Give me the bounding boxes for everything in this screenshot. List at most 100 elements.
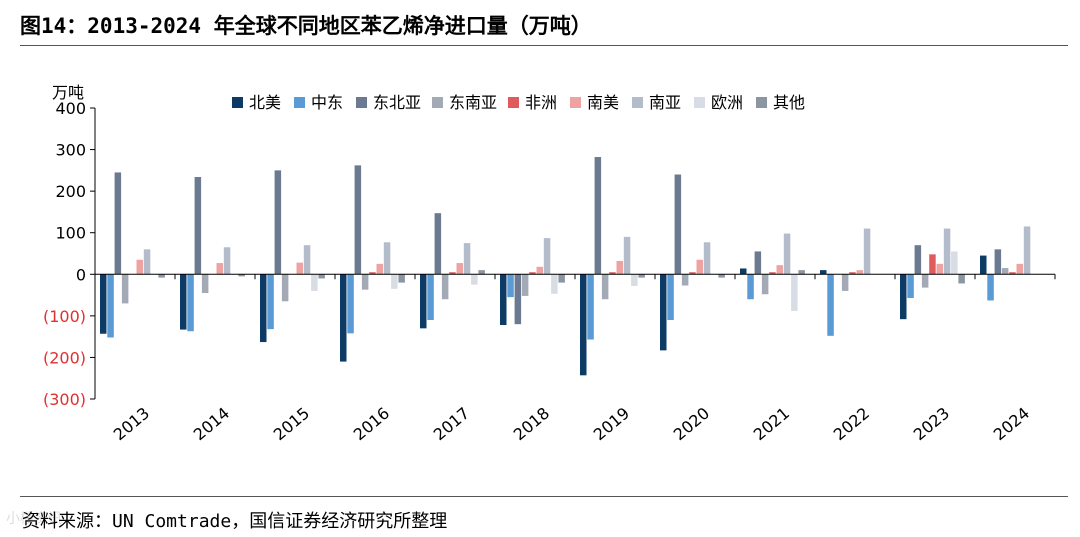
bar-欧洲-2018 xyxy=(551,274,558,294)
legend-label-欧洲: 欧洲 xyxy=(711,93,743,112)
x-tick-label: 2020 xyxy=(670,403,713,444)
bar-南美-2015 xyxy=(296,262,303,275)
bar-东北亚-2021 xyxy=(754,251,762,275)
x-tick-label: 2019 xyxy=(590,403,633,444)
y-tick-label: 300 xyxy=(55,141,86,160)
x-tick-label: 2015 xyxy=(270,403,313,444)
bar-北美-2018 xyxy=(500,274,507,326)
bar-东南亚-2014 xyxy=(201,274,209,293)
bar-其他-2020 xyxy=(718,274,725,278)
bar-其他-2013 xyxy=(158,274,165,278)
bar-其他-2021 xyxy=(798,270,805,275)
bar-南美-2018 xyxy=(536,266,543,275)
bar-chart: 400 300 200 100 0 (100) (200) (300) 万吨 2013 2014 20… xyxy=(43,83,1056,444)
source-divider xyxy=(20,496,1068,497)
bar-东南亚-2023 xyxy=(921,274,929,288)
bar-南亚-2023 xyxy=(943,228,951,275)
legend-swatch-其他 xyxy=(756,97,767,108)
title-divider xyxy=(20,45,1068,46)
bar-东北亚-2016 xyxy=(354,165,362,275)
bar-中东-2023 xyxy=(907,274,914,298)
bar-北美-2014 xyxy=(180,274,187,330)
bar-其他-2018 xyxy=(558,274,565,283)
bar-南美-2014 xyxy=(216,263,223,275)
bar-东北亚-2024 xyxy=(994,249,1002,275)
bar-北美-2020 xyxy=(660,274,667,351)
x-tick-label: 2017 xyxy=(430,403,473,444)
y-tick-label: (100) xyxy=(43,307,86,326)
bar-中东-2014 xyxy=(187,274,194,332)
bar-东南亚-2018 xyxy=(521,274,529,296)
bar-北美-2024 xyxy=(980,255,987,275)
bar-非洲-2017 xyxy=(449,272,456,275)
bar-南亚-2021 xyxy=(783,233,791,275)
bar-欧洲-2023 xyxy=(951,251,958,275)
y-tick-label: 100 xyxy=(55,224,86,243)
x-tick-label: 2016 xyxy=(350,403,393,444)
bar-非洲-2020 xyxy=(689,272,696,275)
bar-南美-2016 xyxy=(376,263,383,275)
x-tick-label: 2018 xyxy=(510,403,553,444)
bar-北美-2016 xyxy=(340,274,347,362)
bar-东南亚-2015 xyxy=(281,274,289,302)
bar-南亚-2018 xyxy=(543,238,551,275)
bar-北美-2017 xyxy=(420,274,427,329)
y-axis-unit-label: 万吨 xyxy=(52,83,84,102)
legend-label-北美: 北美 xyxy=(249,93,281,112)
bar-欧洲-2017 xyxy=(471,274,478,285)
bar-中东-2021 xyxy=(747,274,754,300)
legend-label-其他: 其他 xyxy=(773,93,805,112)
bar-南美-2021 xyxy=(776,265,783,275)
bar-非洲-2023 xyxy=(929,254,936,275)
bar-东南亚-2019 xyxy=(601,274,609,300)
x-tick-label: 2024 xyxy=(990,403,1033,444)
bar-东南亚-2013 xyxy=(121,274,129,304)
bar-其他-2019 xyxy=(638,274,645,278)
bar-北美-2019 xyxy=(580,274,587,376)
bar-其他-2014 xyxy=(238,274,245,277)
y-tick-label: 400 xyxy=(55,99,86,118)
bar-东北亚-2019 xyxy=(594,157,602,275)
bar-东北亚-2014 xyxy=(194,177,202,275)
bar-非洲-2016 xyxy=(369,272,376,275)
bar-东北亚-2023 xyxy=(914,245,922,275)
bar-中东-2022 xyxy=(827,274,834,336)
legend-label-南亚: 南亚 xyxy=(649,93,681,112)
bar-非洲-2022 xyxy=(849,272,856,275)
y-tick-label: (200) xyxy=(43,348,86,367)
x-tick-label: 2023 xyxy=(910,403,953,444)
bar-欧洲-2016 xyxy=(391,274,398,289)
x-tick-label: 2013 xyxy=(110,403,153,444)
bar-东南亚-2024 xyxy=(1001,268,1009,275)
legend-label-南美: 南美 xyxy=(587,93,619,112)
bar-非洲-2021 xyxy=(769,272,776,275)
bar-中东-2016 xyxy=(347,274,354,334)
bar-南美-2024 xyxy=(1016,263,1023,275)
x-tick-label: 2021 xyxy=(750,403,793,444)
legend-swatch-北美 xyxy=(232,97,243,108)
bar-其他-2015 xyxy=(318,274,325,279)
legend-swatch-南亚 xyxy=(632,97,643,108)
bar-南美-2023 xyxy=(936,263,943,275)
bar-东北亚-2018 xyxy=(514,274,522,325)
chart-title: 图14：2013-2024 年全球不同地区苯乙烯净进口量（万吨） xyxy=(20,14,592,38)
bar-非洲-2018 xyxy=(529,272,536,275)
watermark: 小楼资讯 xyxy=(6,511,62,527)
legend-label-非洲: 非洲 xyxy=(525,93,557,112)
bar-南美-2022 xyxy=(856,270,863,275)
bar-东南亚-2016 xyxy=(361,274,369,290)
bar-其他-2016 xyxy=(398,274,405,283)
bar-中东-2018 xyxy=(507,274,514,298)
legend-swatch-中东 xyxy=(294,97,305,108)
bar-北美-2023 xyxy=(900,274,907,320)
bar-南亚-2019 xyxy=(623,236,631,275)
bar-南美-2017 xyxy=(456,263,463,275)
bar-南美-2020 xyxy=(696,259,703,275)
bar-南亚-2016 xyxy=(383,242,391,275)
bar-北美-2022 xyxy=(820,270,827,275)
bar-非洲-2019 xyxy=(609,272,616,275)
legend-label-东南亚: 东南亚 xyxy=(449,93,497,112)
bar-中东-2017 xyxy=(427,274,434,321)
bar-东南亚-2017 xyxy=(441,274,449,300)
bar-东北亚-2017 xyxy=(434,213,442,275)
